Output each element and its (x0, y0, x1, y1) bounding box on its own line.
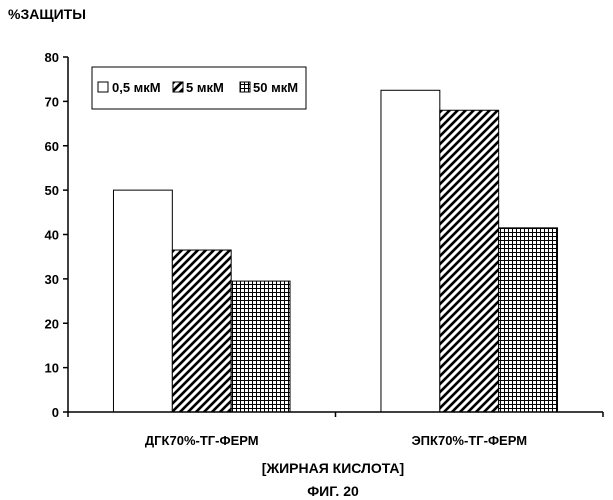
legend-swatch-0 (98, 82, 108, 92)
figure-caption: ФИГ. 20 (307, 483, 359, 499)
y-tick-label: 40 (45, 228, 59, 243)
x-axis: ДГК70%-ТГ-ФЕРМ ЭПК70%-ТГ-ФЕРМ (68, 412, 603, 448)
x-axis-label: [ЖИРНАЯ КИСЛОТА] (262, 460, 404, 476)
legend-swatch-2 (240, 82, 250, 92)
chart-title: %ЗАЩИТЫ (8, 6, 86, 22)
bar (499, 228, 558, 412)
bar (113, 190, 172, 412)
y-tick-label: 70 (45, 94, 59, 109)
y-tick-label: 50 (45, 183, 59, 198)
bar (172, 250, 231, 412)
y-tick-label: 80 (45, 50, 59, 65)
y-axis: 0 10 20 30 40 50 60 70 80 (45, 50, 68, 420)
bar (440, 110, 499, 412)
x-tick-label: ЭПК70%-ТГ-ФЕРМ (411, 433, 527, 448)
legend: 0,5 мкМ 5 мкМ 50 мкМ (92, 67, 306, 109)
y-tick-label: 60 (45, 139, 59, 154)
y-tick-label: 20 (45, 316, 59, 331)
x-tick-label: ДГК70%-ТГ-ФЕРМ (145, 433, 259, 448)
bars (113, 90, 557, 412)
y-tick-label: 10 (45, 361, 59, 376)
bar (231, 281, 290, 412)
legend-swatch-1 (173, 82, 183, 92)
legend-label-0: 0,5 мкМ (112, 80, 161, 95)
legend-label-2: 50 мкМ (253, 80, 298, 95)
bar (381, 90, 440, 412)
y-tick-label: 30 (45, 272, 59, 287)
legend-label-1: 5 мкМ (186, 80, 224, 95)
y-tick-label: 0 (52, 405, 59, 420)
